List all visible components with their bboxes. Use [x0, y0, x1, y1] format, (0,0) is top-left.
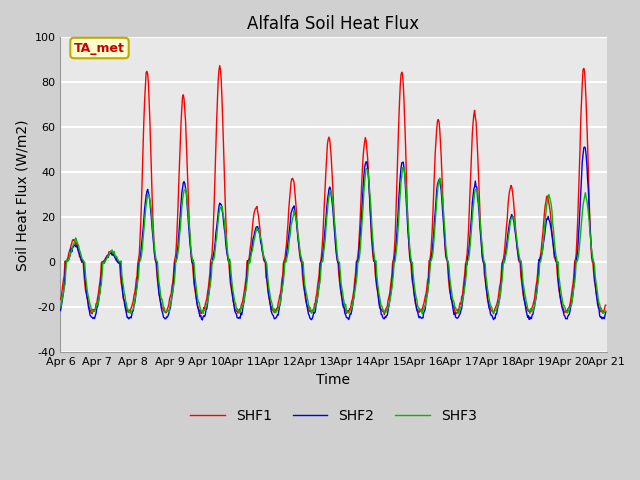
SHF1	[417, 308, 424, 313]
Line: SHF1: SHF1	[60, 66, 606, 315]
Y-axis label: Soil Heat Flux (W/m2): Soil Heat Flux (W/m2)	[15, 119, 29, 271]
Legend: SHF1, SHF2, SHF3: SHF1, SHF2, SHF3	[184, 404, 483, 429]
SHF3	[400, 166, 408, 172]
SHF2	[198, 317, 206, 323]
SHF3	[419, 311, 426, 317]
SHF3	[56, 304, 64, 310]
Line: SHF3: SHF3	[60, 168, 606, 314]
SHF2	[207, 260, 215, 265]
Text: TA_met: TA_met	[74, 41, 125, 55]
SHF3	[399, 165, 406, 170]
Title: Alfalfa Soil Heat Flux: Alfalfa Soil Heat Flux	[248, 15, 420, 33]
SHF1	[380, 312, 388, 318]
SHF3	[67, 251, 74, 257]
SHF2	[123, 311, 131, 316]
SHF3	[207, 279, 214, 285]
SHF2	[580, 144, 588, 150]
SHF2	[56, 308, 64, 313]
X-axis label: Time: Time	[317, 373, 351, 387]
SHF3	[602, 308, 610, 314]
SHF1	[67, 246, 74, 252]
SHF3	[416, 306, 424, 312]
SHF3	[123, 300, 131, 306]
SHF2	[67, 252, 74, 258]
SHF2	[602, 309, 610, 315]
SHF1	[56, 296, 64, 302]
Line: SHF2: SHF2	[60, 147, 606, 320]
SHF1	[178, 106, 186, 111]
SHF1	[123, 307, 131, 312]
SHF2	[416, 314, 424, 320]
SHF2	[178, 190, 186, 196]
SHF3	[178, 205, 186, 211]
SHF2	[400, 166, 408, 171]
SHF1	[602, 302, 610, 308]
SHF1	[401, 120, 408, 125]
SHF1	[216, 63, 223, 69]
SHF1	[207, 257, 214, 263]
